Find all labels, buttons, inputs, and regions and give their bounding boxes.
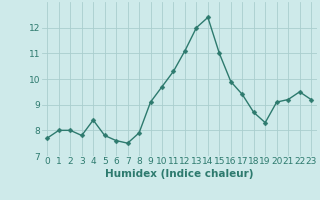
X-axis label: Humidex (Indice chaleur): Humidex (Indice chaleur) [105,169,253,179]
